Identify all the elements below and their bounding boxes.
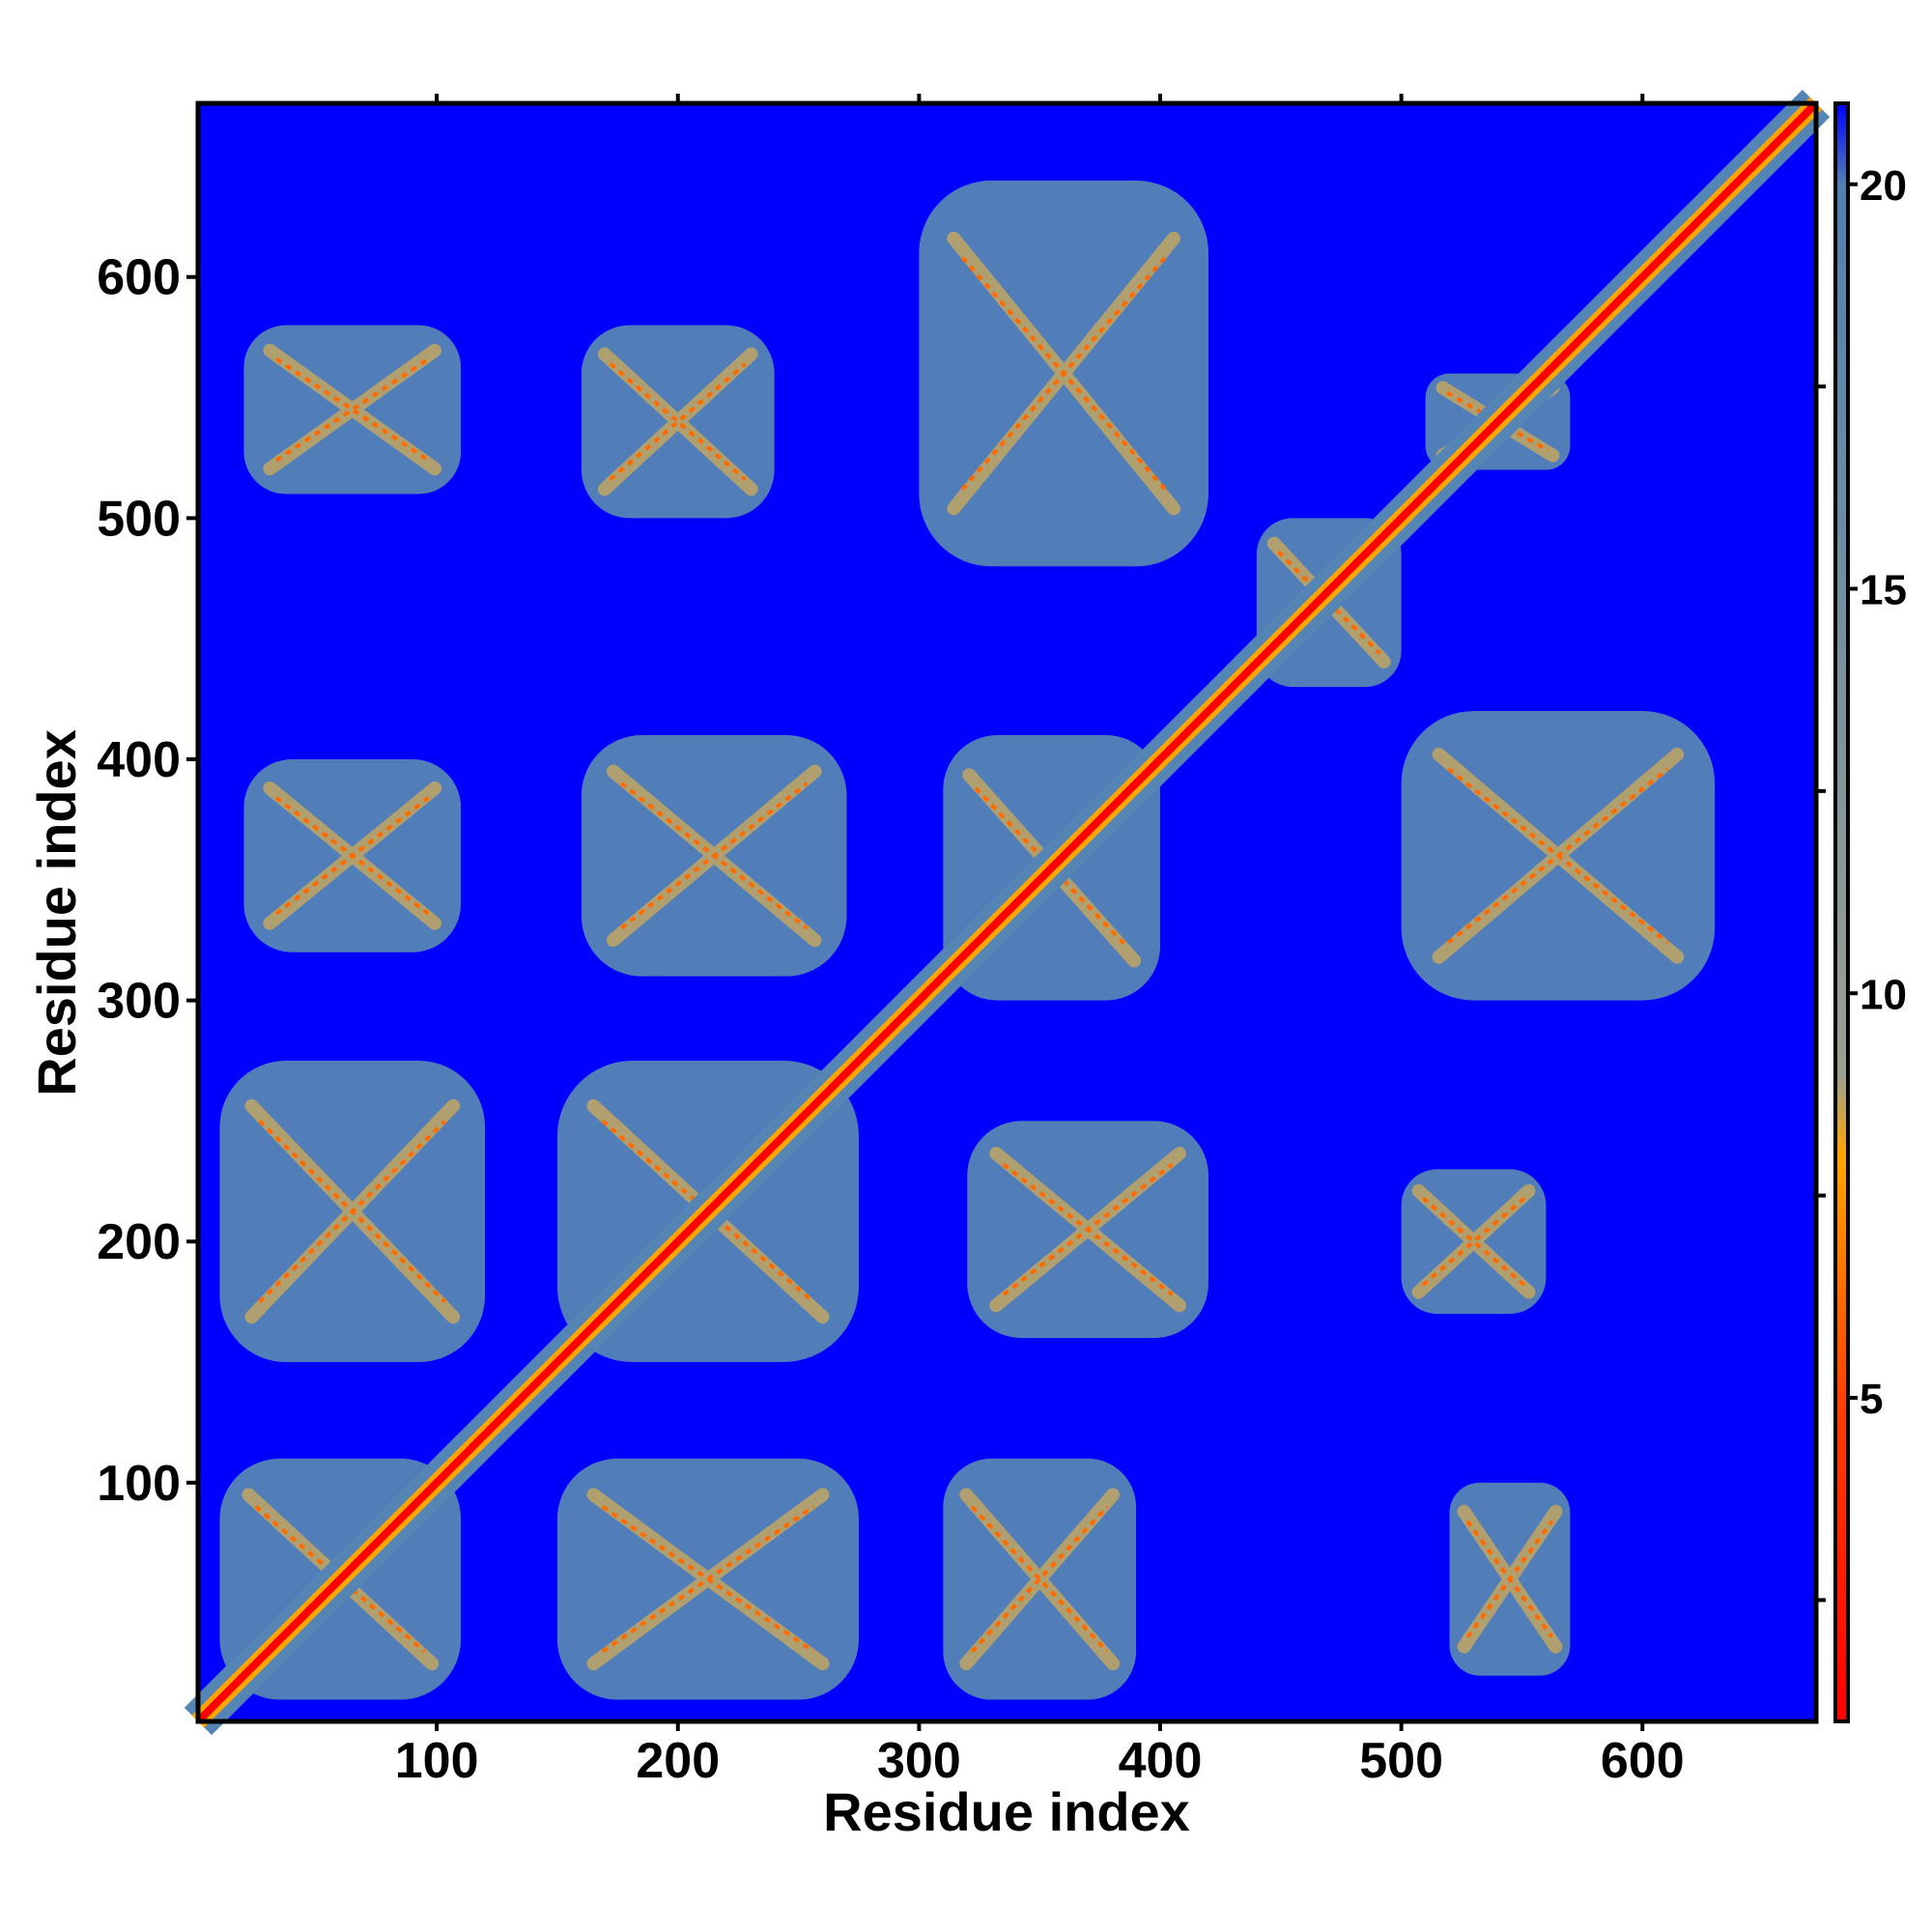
y-tick-label: 100 <box>97 1456 181 1512</box>
contact-blocks <box>219 180 1716 1700</box>
diagonal-core <box>195 100 1819 1724</box>
y-tick-label: 300 <box>97 974 181 1030</box>
x-axis-title: Residue index <box>823 1781 1190 1842</box>
contact-block <box>1449 1482 1571 1676</box>
colorbar-tick-label: 10 <box>1860 971 1907 1018</box>
colorbar-tick-label: 20 <box>1860 162 1907 210</box>
contact-block <box>581 735 847 977</box>
x-tick-label: 100 <box>395 1733 479 1789</box>
contact-block <box>1401 711 1716 1001</box>
contact-block <box>943 1458 1137 1700</box>
colorbar <box>1833 101 1850 1723</box>
y-tick-label: 200 <box>97 1214 181 1270</box>
colorbar-axis: 5 10 15 20 <box>1813 162 1907 1603</box>
y-axis: 100 200 300 400 500 600 <box>97 250 198 1512</box>
contact-block <box>967 1121 1208 1339</box>
x-tick-label: 500 <box>1359 1733 1443 1789</box>
x-tick-label: 600 <box>1601 1733 1685 1789</box>
x-axis: 100 200 300 400 500 600 <box>395 94 1685 1789</box>
contact-block <box>243 758 462 952</box>
contact-block <box>243 325 462 495</box>
x-tick-label: 300 <box>877 1733 961 1789</box>
contact-block <box>1401 1169 1547 1315</box>
plot-frame <box>195 100 1819 1724</box>
y-tick-label: 500 <box>97 491 181 547</box>
x-tick-label: 400 <box>1119 1733 1203 1789</box>
colorbar-tick-label: 15 <box>1860 567 1907 614</box>
contact-block <box>556 1458 859 1700</box>
y-axis-title: Residue index <box>26 729 87 1096</box>
y-tick-label: 400 <box>97 732 181 788</box>
contact-block <box>219 1061 486 1363</box>
contact-block <box>919 180 1208 567</box>
colorbar-tick-label: 5 <box>1860 1376 1883 1423</box>
contact-block <box>581 325 775 519</box>
x-tick-label: 200 <box>636 1733 720 1789</box>
y-tick-label: 600 <box>97 250 181 306</box>
diagonal-contacts <box>184 89 1831 1736</box>
